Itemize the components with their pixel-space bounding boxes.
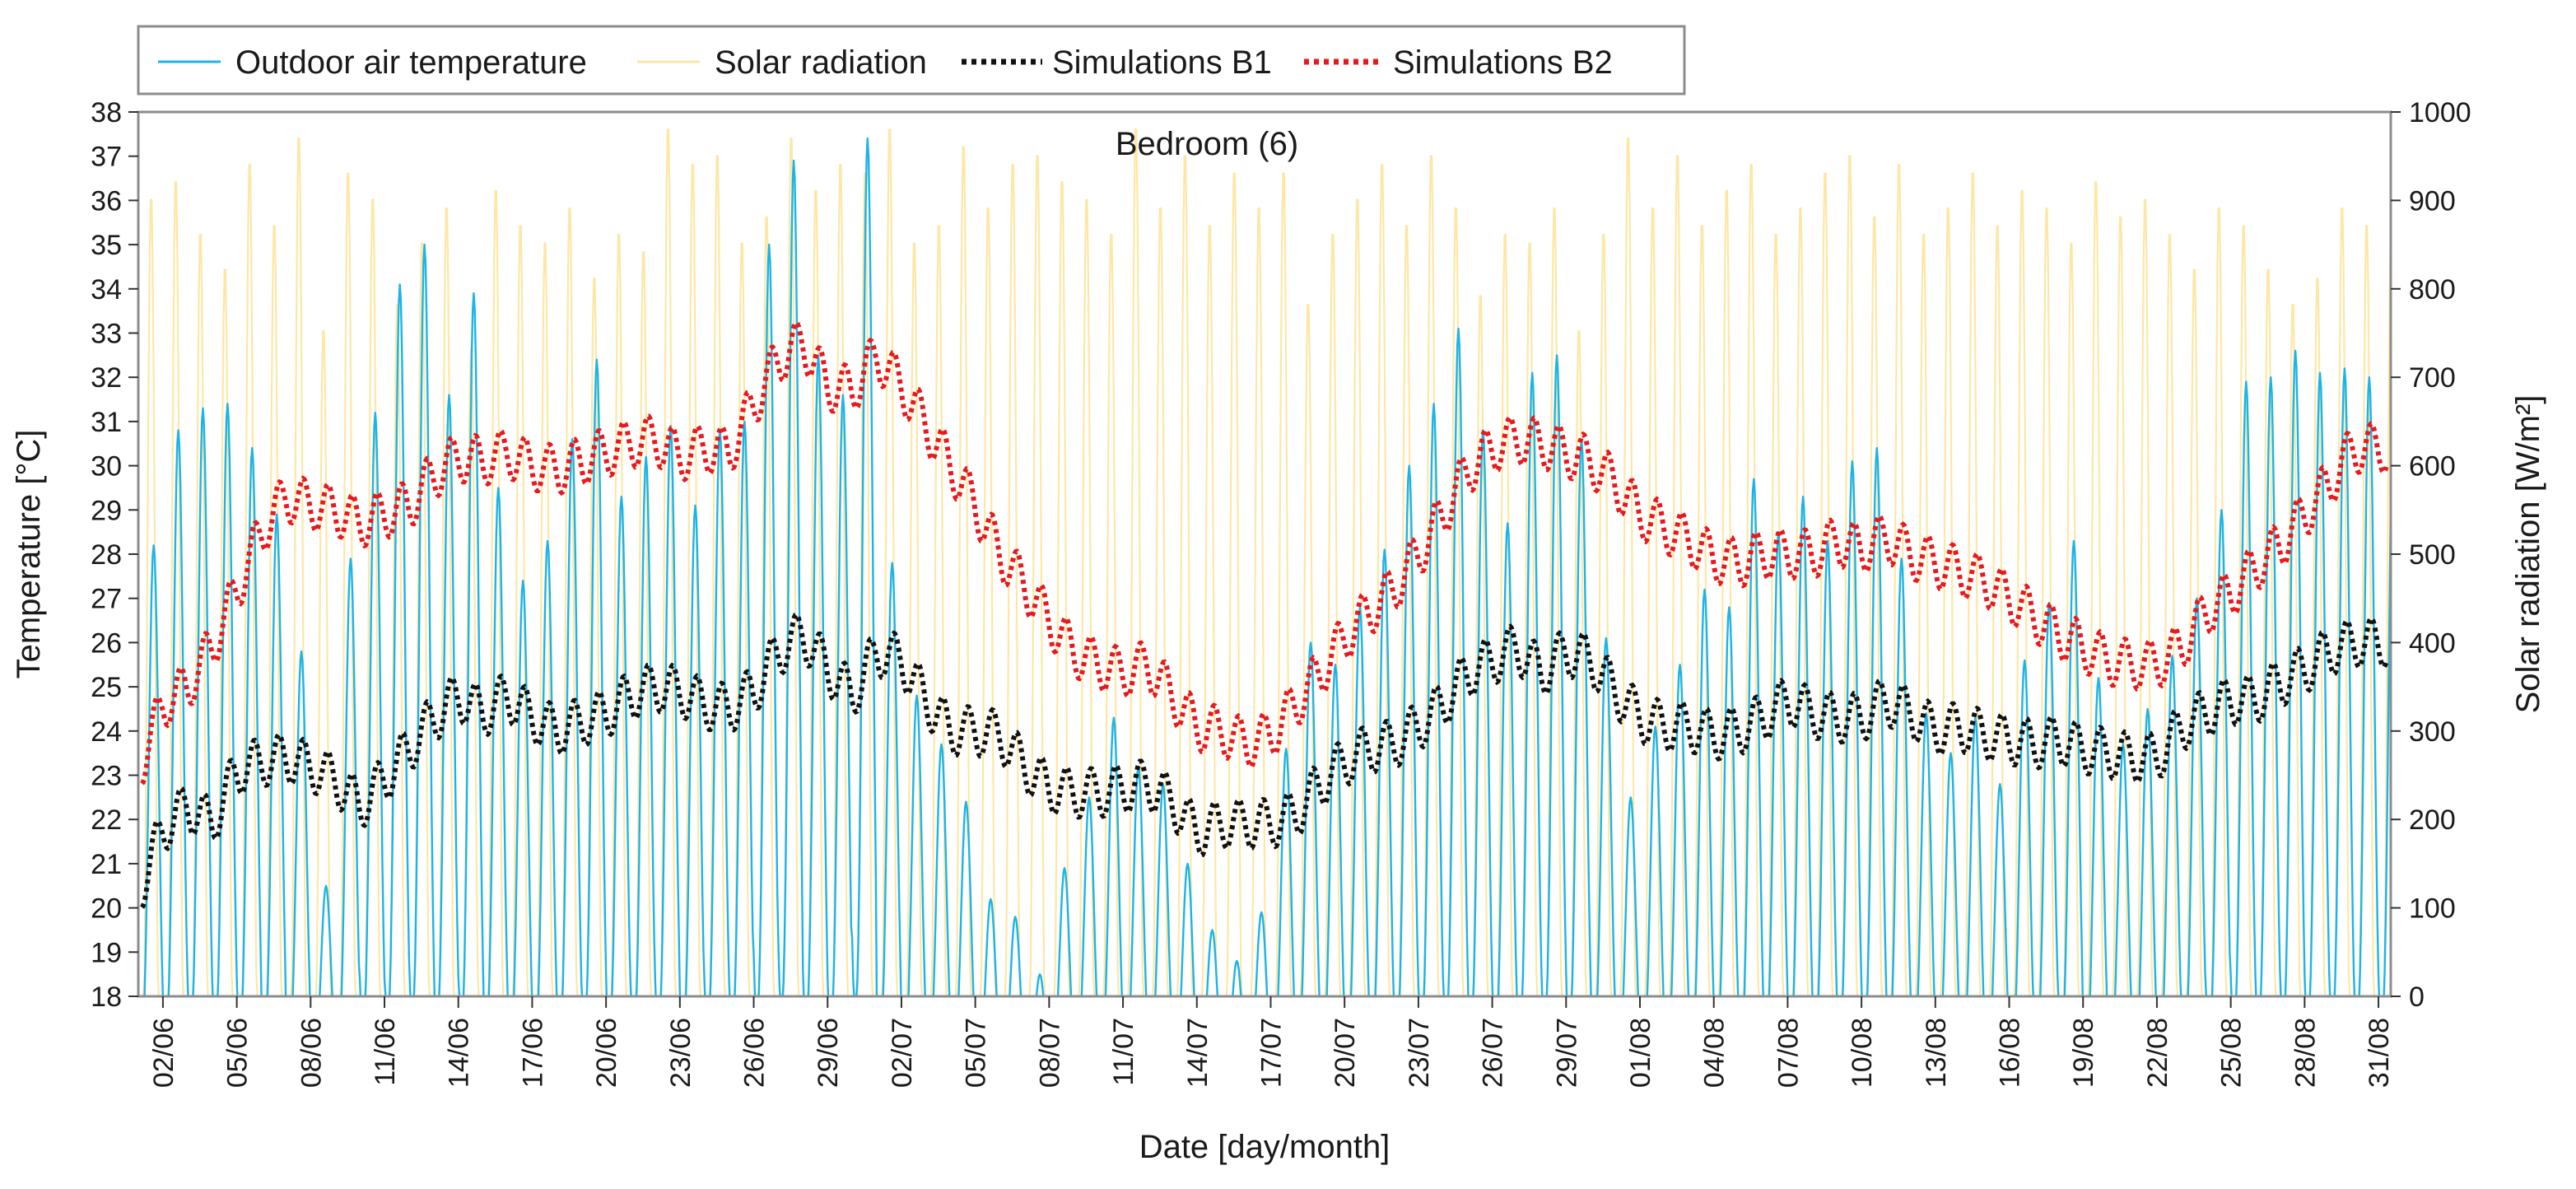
x-tick-label: 26/07 <box>1478 1018 1509 1088</box>
x-tick-label: 14/07 <box>1182 1018 1213 1088</box>
y-tick-label: 35 <box>91 230 122 261</box>
y-tick-label: 36 <box>91 185 122 217</box>
y-tick-label: 26 <box>91 627 122 659</box>
legend: Outdoor air temperature Solar radiation … <box>137 25 1686 96</box>
x-tick-label: 11/06 <box>370 1018 401 1086</box>
x-tick-label: 17/06 <box>517 1018 548 1088</box>
x-tick-label: 23/06 <box>665 1018 696 1088</box>
y-tick-label: 24 <box>91 716 122 748</box>
y2-tick-label: 300 <box>2409 716 2456 748</box>
y2-tick-label: 200 <box>2409 804 2456 836</box>
x-axis: 02/06 05/06 08/06 11/06 14/06 17/06 20/06 23/06… <box>148 996 2395 1088</box>
x-axis-label: Date [day/month] <box>1139 1129 1390 1165</box>
x-tick-label: 08/07 <box>1034 1018 1065 1088</box>
x-tick-label: 26/06 <box>739 1018 771 1088</box>
x-tick-label: 20/06 <box>591 1018 622 1088</box>
x-tick-label: 17/07 <box>1255 1018 1287 1088</box>
series-outdoor-air-temperature <box>143 137 2391 996</box>
x-tick-label: 31/08 <box>2364 1018 2395 1088</box>
y-tick-label: 32 <box>91 362 122 394</box>
y-tick-label: 34 <box>91 274 122 305</box>
x-tick-label: 02/06 <box>148 1018 179 1088</box>
y2-tick-label: 700 <box>2409 362 2456 394</box>
y2-tick-label: 400 <box>2409 627 2456 659</box>
x-tick-label: 14/06 <box>444 1018 475 1088</box>
x-tick-label: 11/07 <box>1108 1018 1139 1086</box>
x-tick-label: 28/08 <box>2290 1018 2321 1088</box>
x-tick-label: 10/08 <box>1847 1018 1878 1088</box>
chart-title: Bedroom (6) <box>1116 126 1298 162</box>
x-tick-label: 16/08 <box>1995 1018 2026 1088</box>
x-tick-label: 20/07 <box>1330 1018 1361 1088</box>
y-axis-left: 18 19 20 21 22 23 24 25 26 27 28 29 30 31 32 33 34 35 36 37… <box>91 97 138 1013</box>
x-tick-label: 07/08 <box>1772 1018 1804 1088</box>
y2-tick-label: 500 <box>2409 539 2456 571</box>
y2-tick-label: 1000 <box>2409 97 2471 128</box>
y2-tick-label: 600 <box>2409 451 2456 483</box>
series-simulations-b1 <box>140 611 2389 909</box>
y-axis-label: Temperature [°C] <box>11 430 47 679</box>
x-tick-label: 05/07 <box>961 1018 992 1088</box>
series-simulations-b2 <box>140 319 2389 786</box>
y-tick-label: 31 <box>91 407 122 438</box>
line-simulations-b2 <box>140 319 2389 786</box>
x-tick-label: 22/08 <box>2142 1018 2173 1088</box>
y-tick-label: 21 <box>91 849 122 880</box>
x-tick-label: 23/07 <box>1404 1018 1435 1088</box>
x-tick-label: 29/07 <box>1551 1018 1582 1088</box>
y2-tick-label: 0 <box>2409 982 2425 1013</box>
y-tick-label: 18 <box>91 982 122 1013</box>
x-tick-label: 25/08 <box>2216 1018 2248 1088</box>
y-tick-label: 28 <box>91 539 122 571</box>
legend-label-outdoor: Outdoor air temperature <box>235 44 587 81</box>
y2-tick-label: 100 <box>2409 893 2456 925</box>
y-tick-label: 27 <box>91 584 122 615</box>
y-tick-label: 29 <box>91 495 122 526</box>
y-tick-label: 23 <box>91 761 122 792</box>
y2-axis-label: Solar radiation [W/m²] <box>2510 395 2546 714</box>
y-tick-label: 37 <box>91 142 122 173</box>
x-tick-label: 13/08 <box>1921 1018 1952 1088</box>
y-tick-label: 22 <box>91 804 122 836</box>
line-outdoor-air-temperature <box>143 137 2391 996</box>
x-tick-label: 04/08 <box>1699 1018 1731 1088</box>
x-tick-label: 19/08 <box>2068 1018 2099 1088</box>
y-tick-label: 19 <box>91 937 122 968</box>
x-tick-label: 29/06 <box>813 1018 844 1088</box>
y-axis-right: 0 100 200 300 400 500 600 700 800 900 1000 <box>2391 97 2471 1013</box>
x-tick-label: 05/06 <box>222 1018 254 1088</box>
legend-box <box>137 25 1686 96</box>
y-tick-label: 33 <box>91 319 122 350</box>
line-simulations-b1 <box>140 611 2389 909</box>
y2-tick-label: 800 <box>2409 274 2456 305</box>
x-tick-label: 02/07 <box>887 1018 918 1088</box>
y-tick-label: 20 <box>91 893 122 925</box>
x-tick-label: 08/06 <box>296 1018 327 1088</box>
legend-label-b1: Simulations B1 <box>1052 44 1272 81</box>
y2-tick-label: 900 <box>2409 185 2456 217</box>
y-tick-label: 38 <box>91 97 122 128</box>
legend-label-solar: Solar radiation <box>715 44 927 81</box>
x-tick-label: 01/08 <box>1625 1018 1656 1088</box>
y-tick-label: 25 <box>91 672 122 703</box>
legend-label-b2: Simulations B2 <box>1393 44 1613 81</box>
y-tick-label: 30 <box>91 451 122 483</box>
